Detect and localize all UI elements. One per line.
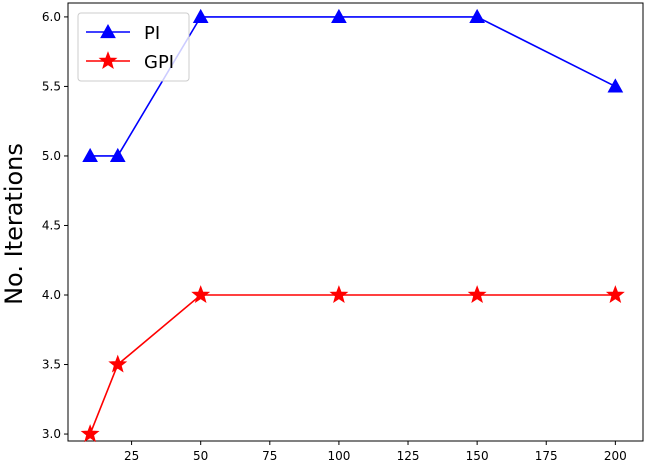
- x-axis: 25 50 75 100 125 150 175 200: [124, 441, 627, 463]
- y-axis-title: No. Iterations: [0, 143, 28, 305]
- y-tick-label: 3.5: [42, 358, 61, 372]
- data-point-gpi: [329, 285, 349, 304]
- x-tick-label: 100: [327, 449, 350, 463]
- series-line-pi: [90, 16, 616, 157]
- y-tick-label: 4.5: [42, 218, 61, 232]
- data-point-pi: [331, 8, 347, 24]
- legend-label-pi: PI: [144, 23, 160, 44]
- x-tick-label: 200: [604, 449, 627, 463]
- x-tick-label: 25: [124, 449, 139, 463]
- y-tick-label: 4.0: [42, 288, 61, 302]
- data-point-gpi: [191, 285, 211, 304]
- y-tick-label: 3.0: [42, 427, 61, 441]
- y-axis: 3.0 3.5 4.0 4.5 5.0 5.5 6.0: [42, 10, 68, 441]
- data-point-pi: [192, 8, 209, 24]
- data-point-gpi: [108, 354, 128, 373]
- data-point-gpi: [605, 285, 625, 304]
- series-gpi: [80, 285, 625, 443]
- series-line-gpi: [89, 294, 616, 435]
- legend-label-gpi: GPI: [144, 52, 174, 73]
- legend-marker-pi: [100, 23, 116, 39]
- x-tick-label: 150: [466, 449, 489, 463]
- data-point-pi: [469, 8, 485, 24]
- y-tick-label: 6.0: [42, 10, 61, 24]
- x-tick-label: 125: [397, 449, 420, 463]
- data-point-pi: [82, 147, 98, 163]
- x-tick-label: 50: [193, 449, 208, 463]
- x-tick-label: 75: [262, 449, 277, 463]
- legend-marker-gpi: [98, 51, 118, 70]
- legend: PI GPI: [77, 12, 190, 82]
- data-point-gpi: [467, 285, 487, 304]
- series-layer: [80, 8, 625, 443]
- y-tick-label: 5.0: [42, 149, 61, 163]
- data-point-gpi: [80, 424, 100, 443]
- data-point-pi: [607, 78, 624, 93]
- y-tick-label: 5.5: [42, 79, 61, 93]
- x-tick-label: 175: [535, 449, 558, 463]
- data-point-pi: [109, 147, 126, 163]
- series-pi: [82, 8, 624, 163]
